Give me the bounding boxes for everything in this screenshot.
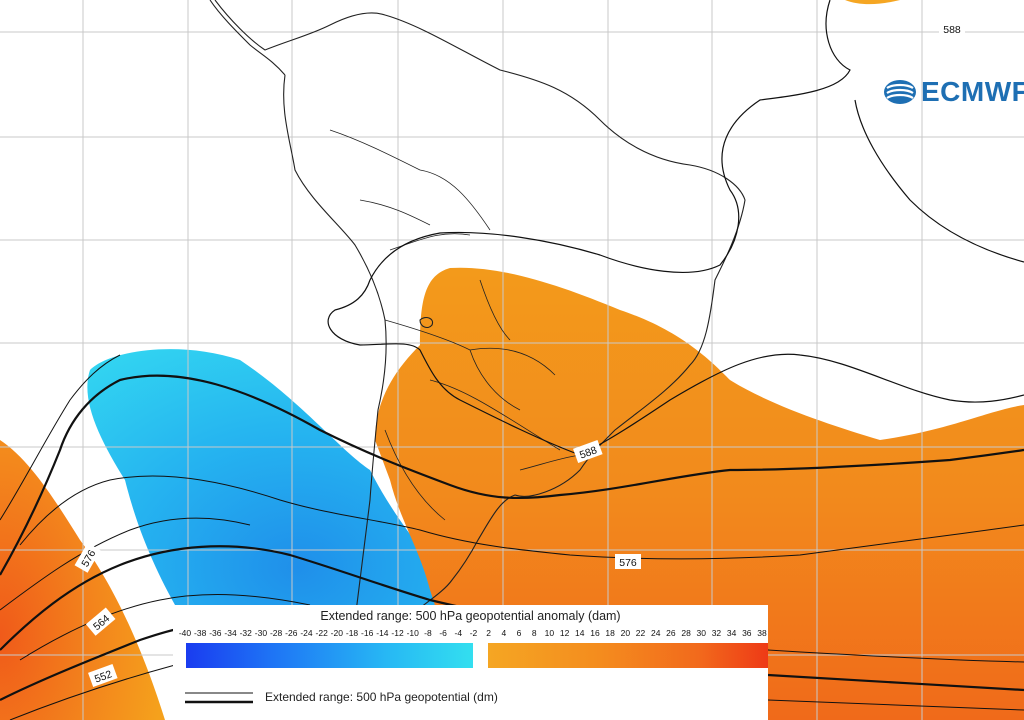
legend-tick-label: 28 — [681, 628, 691, 638]
contour-east-3 — [767, 699, 1024, 711]
contour-588-north — [327, 0, 1024, 456]
legend-tick-label: 18 — [605, 628, 615, 638]
contour-east-1 — [767, 649, 1024, 663]
svg-text:552: 552 — [93, 668, 114, 685]
legend-tick-label: 36 — [742, 628, 752, 638]
contour-558 — [19, 594, 311, 661]
legend-tick-label: 10 — [544, 628, 555, 638]
ecmwf-swirl-icon — [884, 80, 916, 104]
legend-tick-label: 8 — [531, 628, 537, 638]
svg-text:576: 576 — [619, 557, 637, 569]
contour-570 — [19, 475, 1024, 560]
ecmwf-logo-text: ECMWF — [921, 76, 1024, 107]
ecmwf-logo: ECMWF — [883, 76, 1024, 108]
legend-tick-label: 30 — [696, 628, 706, 638]
legend-tick-label: -12 — [391, 628, 404, 638]
svg-text:588: 588 — [578, 444, 599, 461]
legend-tick-label: -2 — [469, 628, 478, 638]
legend-tick-label: 4 — [501, 628, 507, 638]
contour-west-1 — [0, 354, 121, 521]
contour-label-center-588: 588 — [573, 440, 603, 464]
legend-tick-label: 12 — [559, 628, 570, 638]
contour-576 — [0, 374, 1024, 576]
negative-anomaly-colorbar — [186, 643, 473, 668]
contour-label-north-588: 588 — [939, 21, 965, 36]
legend-tick-label: -32 — [239, 628, 252, 638]
legend-tick-label: -20 — [330, 628, 343, 638]
country-borders — [329, 129, 581, 521]
legend-title: Extended range: 500 hPa geopotential ano… — [320, 609, 621, 623]
legend-tick-label: 32 — [711, 628, 722, 638]
negative-anomaly-area — [87, 349, 470, 640]
legend-tick-label: 22 — [635, 628, 646, 638]
legend-tick-label: 38 — [757, 628, 767, 638]
contour-line-key — [185, 692, 253, 704]
contour-588-northeast — [854, 99, 1024, 263]
legend-tick-label: -16 — [361, 628, 374, 638]
legend-tick-label: -14 — [376, 628, 389, 638]
contour-west-2 — [0, 517, 251, 611]
south-america-coastline — [214, 0, 746, 720]
legend-tick-label: -30 — [254, 628, 268, 638]
legend-tick-label: 16 — [590, 628, 600, 638]
legend-tick-label: -36 — [209, 628, 222, 638]
legend-tick-label: -28 — [269, 628, 283, 638]
legend-tick-label: -38 — [194, 628, 207, 638]
legend-tick-label: 24 — [650, 628, 661, 638]
legend-tick-label: -24 — [300, 628, 313, 638]
legend-tick-label: 6 — [516, 628, 522, 638]
positive-anomaly-colorbar — [488, 643, 768, 668]
legend-tick-label: -8 — [424, 628, 432, 638]
contour-label-west-552: 552 — [88, 664, 118, 688]
contour-label-east-576: 576 — [615, 554, 641, 569]
positive-anomaly-north-area — [845, 0, 900, 5]
legend-tick-label: 26 — [666, 628, 676, 638]
legend-tick-label: -10 — [406, 628, 419, 638]
legend-tick-label: -26 — [285, 628, 298, 638]
legend-tick-label: 20 — [620, 628, 631, 638]
legend-tick-label: 14 — [575, 628, 585, 638]
legend-tick-label: -40 — [178, 628, 192, 638]
legend-tick-label: -6 — [439, 628, 447, 638]
contour-value-labels: 588 588 576 576 564 552 — [74, 21, 965, 688]
legend-tick-labels: -40 -38 -36 -34 -32 -30 -28 -26 -24 -22 -20 -18 -16-… — [178, 628, 767, 640]
legend-tick-label: 34 — [726, 628, 737, 638]
legend-tick-label: 2 — [486, 628, 492, 638]
svg-text:588: 588 — [943, 24, 961, 36]
lake-titicaca — [419, 316, 434, 329]
contour-546 — [9, 664, 176, 720]
central-america-coastline — [209, 0, 286, 76]
contour-east-2 — [767, 673, 1024, 692]
map-legend: Extended range: 500 hPa geopotential ano… — [173, 605, 768, 720]
legend-tick-label: -4 — [454, 628, 463, 638]
legend-tick-label: -34 — [224, 628, 237, 638]
legend-tick-label: -18 — [345, 628, 359, 638]
contour-legend-label: Extended range: 500 hPa geopotential (dm… — [265, 690, 498, 704]
legend-tick-label: -22 — [315, 628, 328, 638]
